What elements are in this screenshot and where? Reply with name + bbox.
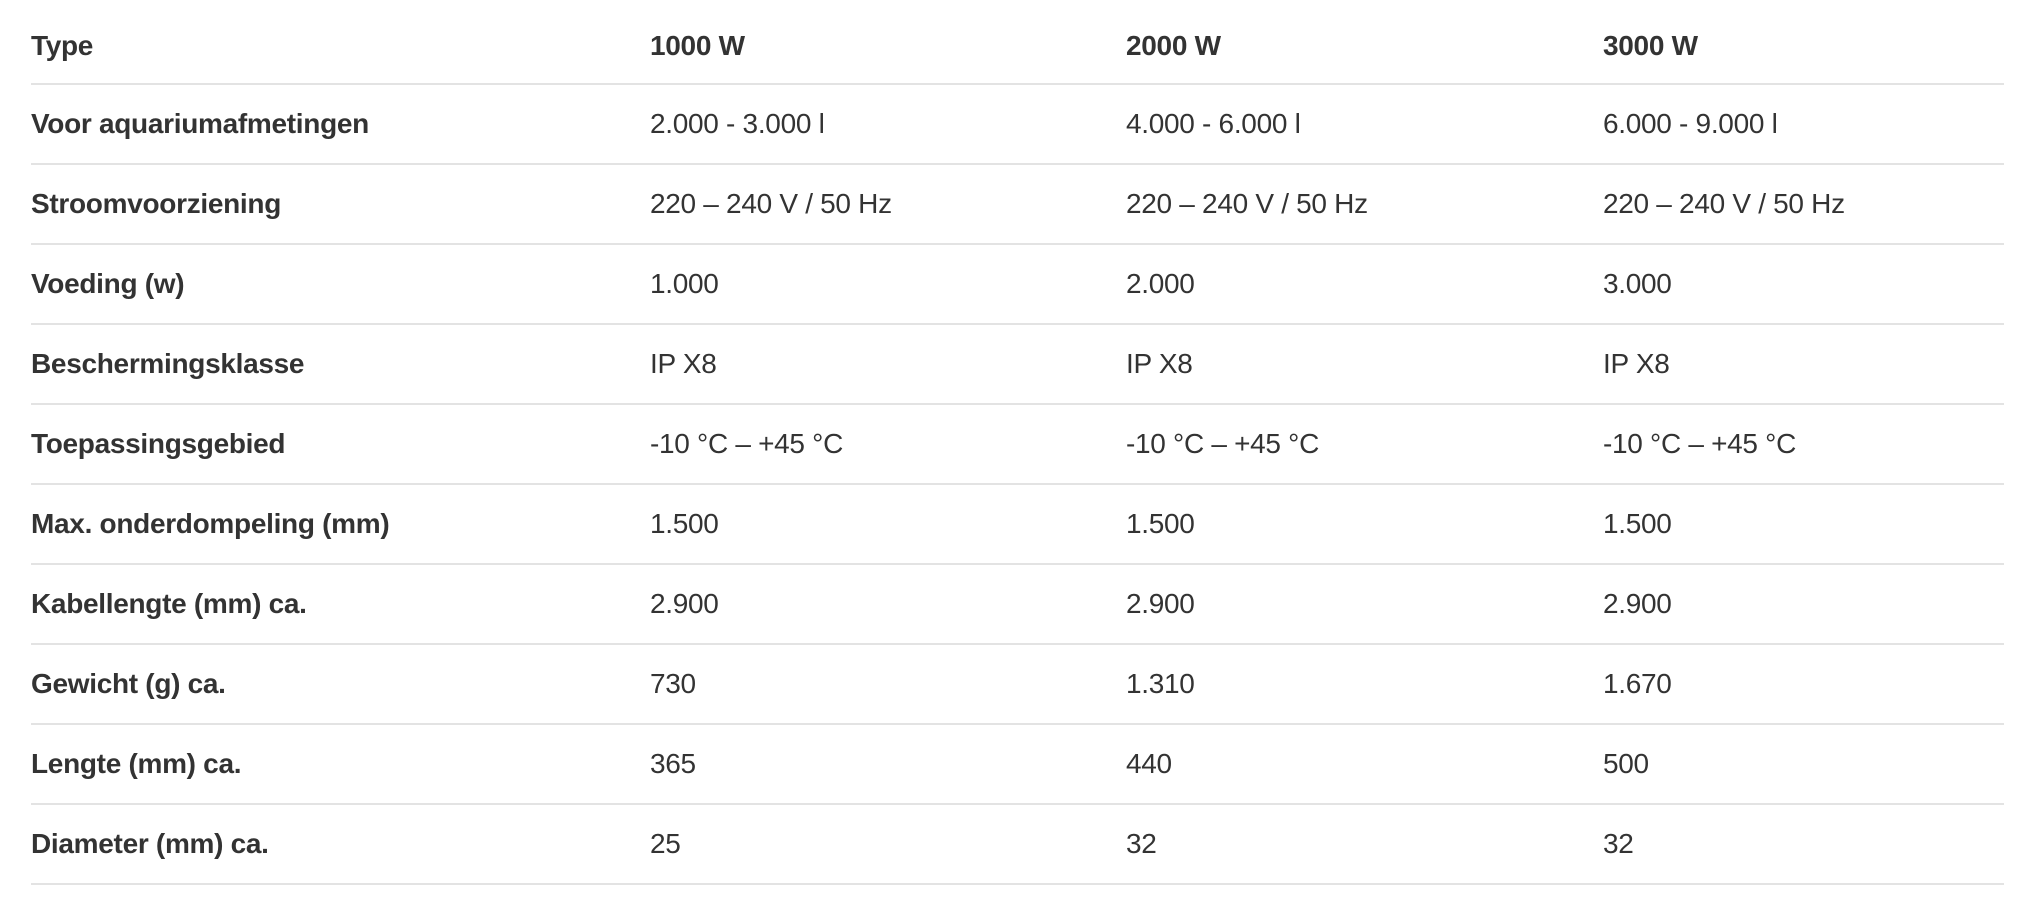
cell-value: 220 – 240 V / 50 Hz <box>1603 164 2004 245</box>
header-type: Type <box>31 0 650 85</box>
cell-value: 1.500 <box>650 484 1126 565</box>
table-row: Kabellengte (mm) ca. 2.900 2.900 2.900 <box>31 564 2004 645</box>
cell-value: 365 <box>650 724 1126 805</box>
cell-value: 1.670 <box>1603 644 2004 725</box>
cell-value: 6.000 - 9.000 l <box>1603 84 2004 165</box>
table-row: Voeding (w) 1.000 2.000 3.000 <box>31 244 2004 325</box>
row-label: Lengte (mm) ca. <box>31 724 650 805</box>
cell-value: -10 °C – +45 °C <box>1126 404 1603 485</box>
table-row: Diameter (mm) ca. 25 32 32 <box>31 804 2004 885</box>
cell-value: 32 <box>1126 804 1603 885</box>
cell-value: 1.500 <box>1126 484 1603 565</box>
cell-value: 2.900 <box>650 564 1126 645</box>
cell-value: 440 <box>1126 724 1603 805</box>
cell-value: 500 <box>1603 724 2004 805</box>
header-1000w: 1000 W <box>650 0 1126 85</box>
row-label: Gewicht (g) ca. <box>31 644 650 725</box>
table-row: Voor aquariumafmetingen 2.000 - 3.000 l 4.… <box>31 84 2004 165</box>
cell-value: 1.310 <box>1126 644 1603 725</box>
table-header-row: Type 1000 W 2000 W 3000 W <box>31 0 2004 85</box>
cell-value: 2.900 <box>1126 564 1603 645</box>
header-3000w: 3000 W <box>1603 0 2004 85</box>
row-label: Diameter (mm) ca. <box>31 804 650 885</box>
cell-value: 32 <box>1603 804 2004 885</box>
cell-value: 2.900 <box>1603 564 2004 645</box>
spec-table: Type 1000 W 2000 W 3000 W Voor aquariuma… <box>31 0 2004 885</box>
row-label: Voeding (w) <box>31 244 650 325</box>
cell-value: IP X8 <box>1603 324 2004 405</box>
row-label: Max. onderdompeling (mm) <box>31 484 650 565</box>
row-label: Stroomvoorziening <box>31 164 650 245</box>
cell-value: 2.000 <box>1126 244 1603 325</box>
cell-value: 2.000 - 3.000 l <box>650 84 1126 165</box>
row-label: Beschermingsklasse <box>31 324 650 405</box>
row-label: Kabellengte (mm) ca. <box>31 564 650 645</box>
cell-value: 1.000 <box>650 244 1126 325</box>
cell-value: IP X8 <box>1126 324 1603 405</box>
table-row: Max. onderdompeling (mm) 1.500 1.500 1.500 <box>31 484 2004 565</box>
cell-value: 220 – 240 V / 50 Hz <box>1126 164 1603 245</box>
table-row: Gewicht (g) ca. 730 1.310 1.670 <box>31 644 2004 725</box>
cell-value: 220 – 240 V / 50 Hz <box>650 164 1126 245</box>
cell-value: -10 °C – +45 °C <box>650 404 1126 485</box>
cell-value: -10 °C – +45 °C <box>1603 404 2004 485</box>
cell-value: 4.000 - 6.000 l <box>1126 84 1603 165</box>
row-label: Voor aquariumafmetingen <box>31 84 650 165</box>
cell-value: IP X8 <box>650 324 1126 405</box>
row-label: Toepassingsgebied <box>31 404 650 485</box>
table-row: Lengte (mm) ca. 365 440 500 <box>31 724 2004 805</box>
table-row: Toepassingsgebied -10 °C – +45 °C -10 °C –… <box>31 404 2004 485</box>
table-row: Beschermingsklasse IP X8 IP X8 IP X8 <box>31 324 2004 405</box>
header-2000w: 2000 W <box>1126 0 1603 85</box>
cell-value: 730 <box>650 644 1126 725</box>
cell-value: 1.500 <box>1603 484 2004 565</box>
cell-value: 25 <box>650 804 1126 885</box>
cell-value: 3.000 <box>1603 244 2004 325</box>
table-row: Stroomvoorziening 220 – 240 V / 50 Hz 220 … <box>31 164 2004 245</box>
